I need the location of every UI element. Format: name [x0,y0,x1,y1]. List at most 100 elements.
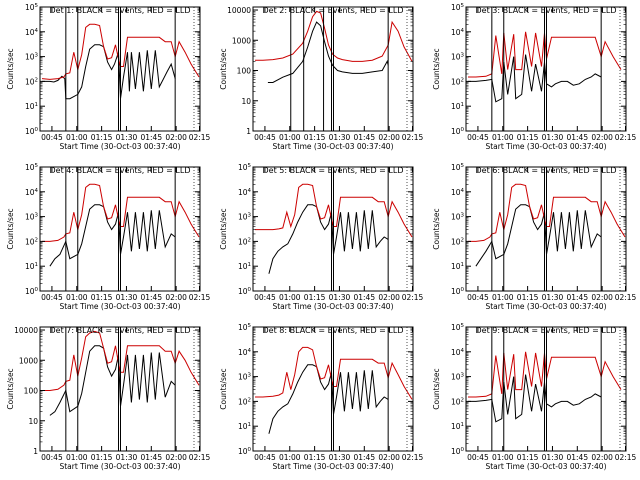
x-tick-label: 00:45 [41,133,63,142]
x-tick-label: 01:00 [66,293,88,302]
y-tick-label: 104 [238,188,252,197]
y-axis-label: Counts/sec [6,368,15,409]
lld-series-line [41,23,200,80]
x-tick-label: 02:00 [378,453,400,462]
x-tick-label: 00:45 [254,133,276,142]
y-tick-label: 100 [451,287,465,296]
y-tick-label: 104 [25,28,39,37]
axes-frame [465,166,627,292]
y-tick-label: 101 [451,102,464,111]
plot-area [255,7,413,131]
x-tick-label: 00:45 [254,293,276,302]
x-tick-label: 01:15 [304,453,326,462]
x-tick-label: 01:00 [66,133,88,142]
y-axis-label: Counts/sec [219,368,228,409]
y-tick-label: 1000 [232,36,251,45]
plot-area [42,327,200,451]
events-series-line [49,345,176,416]
events-series-line [267,21,389,83]
x-tick-label: 01:30 [116,453,138,462]
x-tick-label: 02:00 [165,293,187,302]
x-axis-label: Start Time (30-Oct-03 00:37:40) [272,142,393,151]
x-tick-label: 00:45 [254,453,276,462]
y-tick-label: 103 [451,373,465,382]
x-tick-label: 00:45 [467,133,489,142]
x-tick-label: 02:15 [189,453,211,462]
y-tick-label: 102 [451,397,464,406]
y-tick-label: 105 [25,3,39,12]
y-tick-label: 104 [451,348,465,357]
panel-title: Det 8: BLACK = Events, RED = LLD [263,326,404,335]
y-tick-label: 100 [237,67,252,76]
x-axis-label: Start Time (30-Oct-03 00:37:40) [272,302,393,311]
x-tick-label: 02:00 [378,293,400,302]
events-series-line [468,54,602,103]
events-series-line [49,204,176,267]
panel-title: Det 4: BLACK = Events, RED = LLD [50,166,191,175]
axes-frame [39,326,201,452]
x-tick-label: 01:15 [304,293,326,302]
chart-panel-2: 1 10 100 1000 10000 00:45 01:00 01:15 01:30 01:45… [219,6,424,151]
axes-frame [252,166,414,292]
x-axis-label: Start Time (30-Oct-03 00:37:40) [59,302,180,311]
y-axis-label: Counts/sec [432,48,441,89]
y-tick-label: 103 [25,213,39,222]
y-tick-label: 100 [25,127,39,136]
chart-panel-3: 100 101 102 103 104 105 00:45 01:00 01:15 01:30 01… [432,3,637,151]
x-tick-label: 01:30 [116,133,138,142]
x-tick-label: 01:45 [353,133,375,142]
x-tick-label: 01:15 [517,293,539,302]
y-tick-label: 100 [451,127,465,136]
x-tick-label: 01:00 [492,293,514,302]
x-tick-label: 01:45 [566,293,588,302]
x-tick-label: 01:45 [566,133,588,142]
y-tick-label: 103 [451,53,465,62]
y-tick-label: 1000 [19,356,38,365]
x-tick-label: 01:30 [329,293,351,302]
y-tick-label: 101 [238,262,251,271]
plot-area [41,7,200,131]
panel-title: Det 2: BLACK = Events, RED = LLD [263,6,404,15]
x-tick-label: 01:15 [91,453,113,462]
x-tick-label: 02:15 [402,293,424,302]
lld-series-line [468,31,622,78]
x-axis-label: Start Time (30-Oct-03 00:37:40) [485,462,606,471]
x-tick-label: 01:00 [279,453,301,462]
x-tick-label: 02:15 [189,293,211,302]
events-series-line [475,204,602,267]
x-tick-label: 01:45 [140,133,162,142]
x-tick-label: 01:30 [542,133,564,142]
x-tick-label: 02:15 [615,133,637,142]
x-tick-label: 01:30 [542,453,564,462]
y-tick-label: 105 [25,163,39,172]
events-series-line [268,204,389,274]
events-series-line [468,374,602,423]
y-tick-label: 101 [238,422,251,431]
panel-title: Det 7: BLACK = Events, RED = LLD [50,326,191,335]
chart-panel-4: 100 101 102 103 104 105 00:45 01:00 01:15 01:30 01… [6,163,211,311]
y-tick-label: 101 [25,262,38,271]
events-series-line [42,44,176,100]
y-axis-label: Counts/sec [432,368,441,409]
x-tick-label: 01:30 [542,293,564,302]
lld-series-line [468,351,622,398]
y-axis-label: Counts/sec [432,208,441,249]
y-tick-label: 105 [451,163,465,172]
x-tick-label: 02:00 [591,133,613,142]
axes-frame [252,326,414,452]
y-tick-label: 104 [451,28,465,37]
chart-panel-8: 100 101 102 103 104 105 00:45 01:00 01:15 01:30 01… [219,323,424,471]
x-tick-label: 01:45 [140,293,162,302]
x-tick-label: 01:00 [492,133,514,142]
y-tick-label: 102 [25,237,38,246]
y-tick-label: 100 [24,387,39,396]
x-axis-label: Start Time (30-Oct-03 00:37:40) [485,302,606,311]
y-tick-label: 105 [451,3,465,12]
y-tick-label: 100 [451,447,465,456]
x-tick-label: 01:00 [279,293,301,302]
y-tick-label: 102 [25,77,38,86]
y-axis-label: Counts/sec [6,48,15,89]
x-tick-label: 01:00 [66,453,88,462]
x-tick-label: 01:15 [517,133,539,142]
